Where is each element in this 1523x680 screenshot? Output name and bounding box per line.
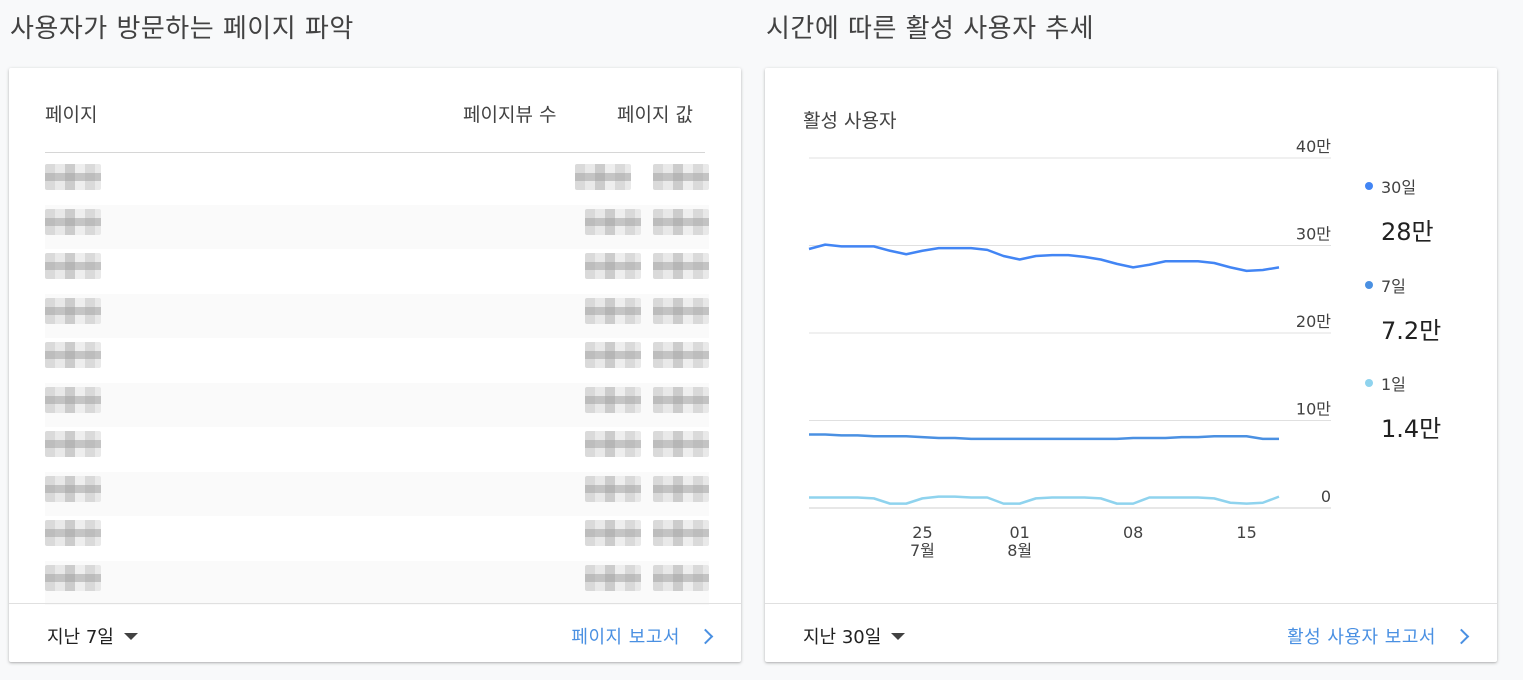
redacted-page-value-cell (653, 520, 709, 546)
table-row[interactable] (45, 427, 709, 471)
series-line-0 (808, 243, 1280, 273)
redacted-page-cell (45, 386, 101, 413)
chevron-right-icon (1453, 628, 1470, 645)
legend-dot-1d (1365, 379, 1373, 387)
active-users-report-link-label: 활성 사용자 보고서 (1287, 627, 1436, 648)
redacted-page-cell (45, 253, 101, 279)
active-users-report-link[interactable]: 활성 사용자 보고서 (1287, 623, 1470, 649)
table-row[interactable] (45, 293, 709, 338)
active-users-card-footer: 지난 30일 활성 사용자 보고서 (765, 603, 1497, 662)
redacted-page-cell (45, 342, 101, 368)
redacted-page-cell (45, 431, 101, 457)
redacted-page-value-cell (653, 208, 709, 235)
legend-dot-7d (1365, 281, 1373, 289)
redacted-page-value-cell (653, 164, 709, 190)
legend-dot-30d (1365, 182, 1373, 190)
active-users-card: 활성 사용자 40만 30만 20만 10만 0 25 7월 01 8월 08 15 30일 28만… (765, 68, 1497, 662)
column-header-pageviews: 페이지뷰 수 (463, 104, 557, 126)
y-tick-label: 20만 (1296, 312, 1331, 331)
pages-report-link[interactable]: 페이지 보고서 (571, 623, 714, 649)
pages-period-label: 지난 7일 (47, 627, 114, 648)
redacted-pageviews-cell (585, 342, 641, 368)
redacted-page-value-cell (653, 564, 709, 591)
legend-name-1d: 1일 (1381, 375, 1406, 394)
redacted-pageviews-cell (585, 253, 641, 279)
table-row[interactable] (45, 160, 709, 204)
series-line-2 (809, 495, 1280, 505)
x-tick-month-label: 8월 (1007, 541, 1032, 560)
legend-value-7d: 7.2만 (1381, 317, 1442, 345)
legend-item-30d: 30일 28만 (1365, 174, 1434, 247)
chevron-right-icon (697, 628, 714, 645)
redacted-pageviews-cell (585, 208, 641, 235)
table-row[interactable] (45, 516, 709, 560)
y-tick-label: 40만 (1296, 138, 1331, 156)
table-row[interactable] (45, 204, 709, 249)
x-tick-month-label: 7월 (910, 541, 935, 560)
table-row[interactable] (45, 560, 709, 605)
table-row[interactable] (45, 338, 709, 382)
column-header-page-value: 페이지 값 (617, 104, 693, 126)
redacted-page-value-cell (653, 431, 709, 457)
redacted-page-value-cell (653, 253, 709, 279)
series-line-1 (809, 433, 1279, 441)
legend-name-7d: 7일 (1381, 277, 1406, 296)
x-tick-label: 08 (1123, 523, 1143, 542)
active-users-period-label: 지난 30일 (803, 627, 882, 648)
redacted-page-value-cell (653, 342, 709, 368)
legend-item-1d: 1일 1.4만 (1365, 371, 1441, 444)
redacted-page-value-cell (653, 475, 709, 502)
redacted-pageviews-cell (585, 475, 641, 502)
redacted-page-cell (45, 297, 101, 324)
redacted-pageviews-cell (585, 297, 641, 324)
pages-section-title: 사용자가 방문하는 페이지 파악 (10, 14, 354, 44)
redacted-page-cell (45, 475, 101, 502)
redacted-pageviews-cell (585, 520, 641, 546)
table-row[interactable] (45, 249, 709, 293)
y-tick-label: 10만 (1296, 400, 1331, 419)
active-users-section-title: 시간에 따른 활성 사용자 추세 (766, 14, 1095, 44)
redacted-pageviews-cell (575, 164, 631, 190)
legend-value-30d: 28만 (1381, 218, 1434, 246)
redacted-pageviews-cell (585, 386, 641, 413)
pages-period-dropdown[interactable]: 지난 7일 (47, 623, 138, 649)
table-row[interactable] (45, 382, 709, 427)
active-users-period-dropdown[interactable]: 지난 30일 (803, 623, 906, 649)
table-header-divider (45, 152, 705, 153)
pages-report-link-label: 페이지 보고서 (571, 627, 680, 648)
caret-down-icon (123, 632, 138, 640)
legend-name-30d: 30일 (1381, 178, 1417, 197)
pages-card-footer: 지난 7일 페이지 보고서 (9, 603, 741, 662)
x-tick-label: 15 (1236, 523, 1256, 542)
redacted-page-cell (45, 520, 101, 546)
redacted-pageviews-cell (585, 431, 641, 457)
x-tick-label: 25 (912, 523, 932, 542)
pages-card: 페이지 페이지뷰 수 페이지 값 지난 7일 페이지 보고서 (9, 68, 741, 662)
redacted-page-cell (45, 208, 101, 235)
y-tick-label: 0 (1321, 487, 1331, 506)
redacted-page-cell (45, 564, 101, 591)
chart-title: 활성 사용자 (803, 110, 897, 132)
table-row[interactable] (45, 471, 709, 516)
redacted-page-value-cell (653, 386, 709, 413)
column-header-page: 페이지 (45, 104, 98, 126)
redacted-page-value-cell (653, 297, 709, 324)
x-tick-label: 01 (1010, 523, 1030, 542)
legend-value-1d: 1.4만 (1381, 415, 1442, 443)
caret-down-icon (891, 632, 906, 640)
legend-item-7d: 7일 7.2만 (1365, 273, 1441, 346)
y-tick-label: 30만 (1296, 225, 1331, 244)
redacted-pageviews-cell (585, 564, 641, 591)
redacted-page-cell (45, 164, 101, 190)
